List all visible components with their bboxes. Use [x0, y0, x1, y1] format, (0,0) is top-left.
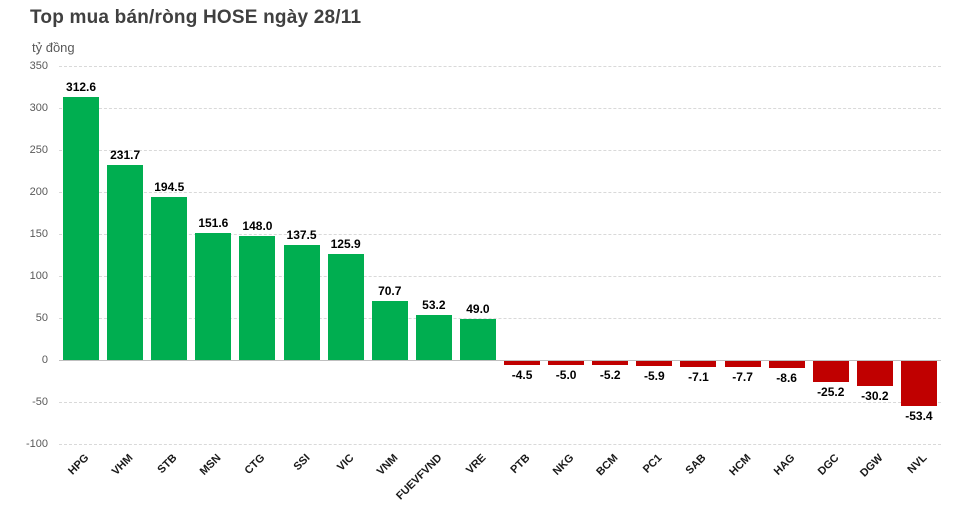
- y-tick-label: 100: [29, 270, 48, 282]
- bar-value-label: -4.5: [511, 367, 533, 382]
- bar-HPG: [63, 97, 100, 360]
- y-tick-label: 200: [29, 186, 48, 198]
- gridline: [59, 444, 941, 445]
- bar-NKG: [548, 361, 585, 366]
- y-tick-label: 0: [41, 354, 48, 366]
- bar-value-label: -8.6: [776, 371, 797, 386]
- y-tick-label: 250: [29, 144, 48, 156]
- bar-PC1: [636, 361, 673, 366]
- gridline: [59, 66, 941, 67]
- bar-value-label: -7.1: [688, 369, 709, 384]
- bar-MSN: [195, 232, 232, 360]
- bar-FUEVFVND: [415, 315, 452, 360]
- y-tick-label: 150: [29, 228, 48, 240]
- zero-axis-line: [59, 360, 941, 361]
- gridline: [59, 276, 941, 277]
- gridline: [59, 318, 941, 319]
- bar-VRE: [459, 318, 496, 360]
- bar-value-label: -5.0: [555, 368, 577, 383]
- bar-value-label: 148.0: [242, 218, 273, 233]
- bar-value-label: -53.4: [905, 408, 933, 423]
- bar-SAB: [680, 361, 717, 367]
- bar-value-label: 194.5: [154, 179, 185, 194]
- bar-HAG: [768, 361, 805, 369]
- y-tick-label: 350: [29, 60, 48, 72]
- bar-value-label: 231.7: [110, 148, 141, 163]
- bar-DGC: [812, 361, 849, 383]
- bar-SSI: [283, 244, 320, 360]
- gridline: [59, 192, 941, 193]
- bar-HCM: [724, 361, 761, 368]
- gridline: [59, 402, 941, 403]
- gridline: [59, 108, 941, 109]
- y-axis-unit-label: tỷ đồng: [32, 40, 75, 55]
- bar-VIC: [327, 254, 364, 360]
- bar-DGW: [856, 361, 893, 387]
- bar-VHM: [107, 165, 144, 360]
- y-tick-label: 50: [35, 312, 48, 324]
- bar-value-label: 49.0: [466, 301, 490, 316]
- bar-value-label: -5.9: [644, 368, 665, 383]
- bar-value-label: 125.9: [330, 237, 361, 252]
- bar-value-label: 312.6: [66, 80, 97, 95]
- bar-value-label: 53.2: [422, 298, 446, 313]
- chart-title: Top mua bán/ròng HOSE ngày 28/11: [30, 7, 362, 28]
- bar-PTB: [504, 361, 541, 365]
- bar-value-label: 151.6: [198, 215, 229, 230]
- y-tick-label: 300: [29, 102, 48, 114]
- y-tick-label: -100: [25, 438, 48, 450]
- bar-value-label: -7.7: [732, 370, 753, 385]
- gridline: [59, 234, 941, 235]
- y-tick-label: -50: [32, 396, 48, 408]
- bar-value-label: 137.5: [286, 227, 317, 242]
- bar-value-label: -25.2: [817, 385, 845, 400]
- bar-VNM: [371, 300, 408, 360]
- gridline: [59, 150, 941, 151]
- bar-CTG: [239, 235, 276, 360]
- bar-value-label: -30.2: [861, 389, 889, 404]
- bar-NVL: [900, 361, 937, 406]
- bar-BCM: [592, 361, 629, 366]
- bar-STB: [151, 196, 188, 360]
- bar-value-label: -5.2: [599, 368, 621, 383]
- bar-value-label: 70.7: [378, 283, 402, 298]
